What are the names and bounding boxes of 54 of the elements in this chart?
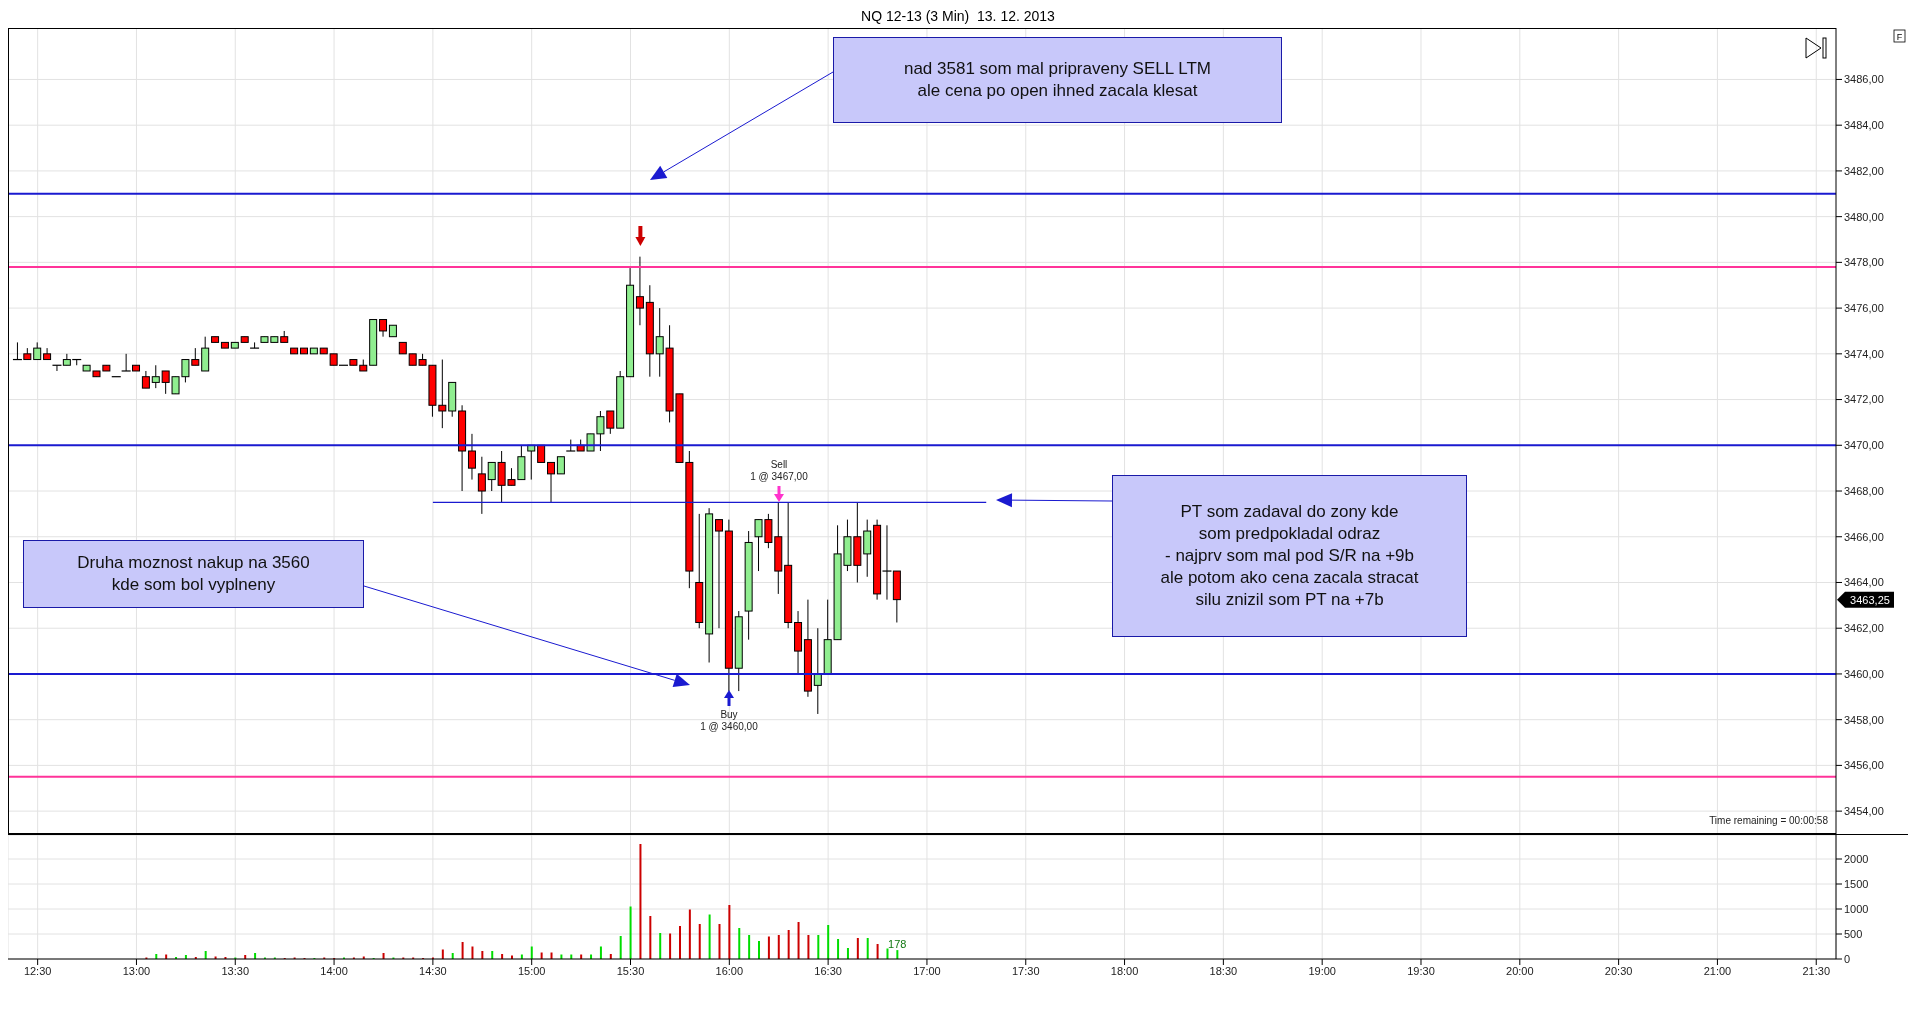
- y-tick-label: 500: [1844, 927, 1863, 940]
- y-tick-label: 3466,00: [1844, 530, 1884, 543]
- y-tick-label: 0: [1844, 952, 1851, 965]
- x-tick-label: 15:30: [616, 964, 645, 977]
- x-tick-label: 19:00: [1308, 964, 1336, 977]
- y-tick-label: 3478,00: [1844, 256, 1884, 269]
- x-tick-label: 21:30: [1802, 964, 1830, 977]
- annotation: PT som zadaval do zony kde som predpokladal odraz - najprv som mal pod S/R na +9b ale potom ako cena zacala stracat silu znizil som PT na +7b: [1160, 501, 1419, 611]
- x-tick-label: 13:30: [221, 964, 250, 977]
- chart-title: NQ 12-13 (3 Min) 13. 12. 2013: [860, 8, 1056, 26]
- y-tick-label: 3454,00: [1844, 805, 1884, 818]
- note-box: nad 3581 som mal pripraveny SELL LTM ale cena po open ihned zacala klesat: [833, 37, 1282, 123]
- annotation: Sell 1 @ 3467,00: [750, 459, 809, 482]
- x-tick-label: 16:00: [715, 964, 744, 977]
- x-tick-label: 18:00: [1110, 964, 1139, 977]
- annotation: Time remaining = 00:00:58: [1709, 815, 1829, 826]
- y-tick-label: 3468,00: [1844, 484, 1884, 497]
- x-tick-label: 14:00: [320, 964, 348, 977]
- text: F: [1896, 31, 1903, 42]
- data-label: 178: [888, 938, 907, 951]
- y-tick-label: 3460,00: [1844, 667, 1884, 680]
- y-tick-label: 3470,00: [1844, 439, 1884, 452]
- x-tick-label: 16:30: [814, 964, 842, 977]
- y-tick-label: 3472,00: [1844, 393, 1884, 406]
- y-tick-label: 1000: [1844, 902, 1869, 915]
- note-box: PT som zadaval do zony kde som predpokladal odraz - najprv som mal pod S/R na +9b ale potom ako cena zacala stracat silu znizil som PT na +7b: [1112, 475, 1467, 637]
- x-tick-label: 15:00: [517, 964, 546, 977]
- y-tick-label: 3462,00: [1844, 622, 1884, 635]
- y-tick-label: 3456,00: [1844, 759, 1884, 772]
- annotation: Buy 1 @ 3460,00: [700, 709, 759, 732]
- x-tick-label: 12:30: [23, 964, 52, 977]
- note-box: Druha moznost nakup na 3560 kde som bol vyplneny: [23, 540, 364, 608]
- x-tick-label: 13:00: [122, 964, 151, 977]
- y-tick-label: 1500: [1844, 877, 1869, 890]
- x-tick-label: 18:30: [1209, 964, 1238, 977]
- y-tick-label: 2000: [1844, 852, 1869, 865]
- y-tick-label: 3474,00: [1844, 347, 1884, 360]
- annotation: Druha moznost nakup na 3560 kde som bol vyplneny: [77, 552, 310, 596]
- x-tick-label: 20:30: [1604, 964, 1633, 977]
- y-tick-label: 3480,00: [1844, 210, 1884, 223]
- x-tick-label: 14:30: [419, 964, 447, 977]
- y-tick-label: 3464,00: [1844, 576, 1884, 589]
- x-tick-label: 19:30: [1407, 964, 1435, 977]
- x-tick-label: 21:00: [1703, 964, 1732, 977]
- annotation: nad 3581 som mal pripraveny SELL LTM ale cena po open ihned zacala klesat: [903, 58, 1212, 102]
- x-tick-label: 17:00: [913, 964, 941, 977]
- text: 3463,25: [1850, 593, 1890, 606]
- y-tick-label: 3458,00: [1844, 713, 1884, 726]
- y-tick-label: 3484,00: [1844, 119, 1884, 132]
- y-tick-label: 3476,00: [1844, 302, 1884, 314]
- y-tick-label: 3486,00: [1844, 73, 1884, 86]
- x-tick-label: 17:30: [1011, 964, 1040, 977]
- x-tick-label: 20:00: [1506, 964, 1534, 977]
- y-tick-label: 3482,00: [1844, 164, 1884, 177]
